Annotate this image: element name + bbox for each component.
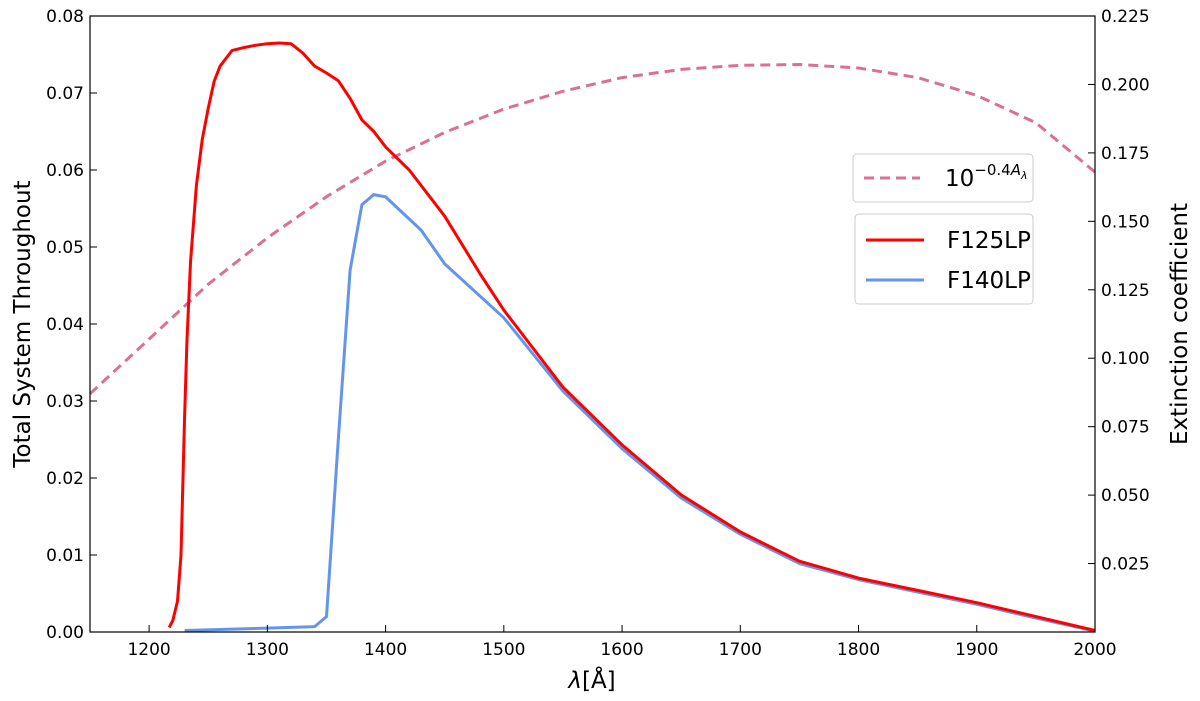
x-axis: 1200 1300 1400 1500 1600 1700 1800 1900 2000 <box>127 625 1117 660</box>
y-tick-label-left: 0.00 <box>46 623 84 643</box>
x-tick-label: 1600 <box>600 640 643 660</box>
y-tick-label-right: 0.150 <box>1101 212 1150 232</box>
legend-extinction-exp-sub: λ <box>1020 169 1028 182</box>
y-tick-label-right: 0.175 <box>1101 144 1150 164</box>
y-tick-label-right: 0.050 <box>1101 486 1150 506</box>
plot-frame <box>89 15 1096 633</box>
x-tick-label: 1500 <box>482 640 525 660</box>
y-tick-label-left: 0.06 <box>46 161 84 181</box>
y-axis-title-right: Extinction coefficient <box>1167 203 1193 445</box>
series-layer <box>88 41 1096 633</box>
series-line-f140lp <box>184 193 1096 633</box>
x-axis-title-unit: [Å] <box>582 666 616 694</box>
legend-extinction-exponent: −0.4 <box>974 161 1010 179</box>
legend-extinction-base: 10 <box>945 166 974 192</box>
y-tick-label-right: 0.125 <box>1101 281 1150 301</box>
x-tick-label: 1300 <box>246 640 289 660</box>
x-tick-label: 2000 <box>1073 640 1116 660</box>
x-axis-title-symbol: λ <box>566 668 582 694</box>
x-tick-label: 1700 <box>719 640 762 660</box>
y-tick-label-left: 0.01 <box>46 546 84 566</box>
x-tick-label: 1800 <box>837 640 880 660</box>
legend-extinction-label: 10−0.4Aλ <box>945 161 1028 192</box>
y-tick-label-left: 0.07 <box>46 84 84 104</box>
y-tick-label-left: 0.03 <box>46 392 84 412</box>
series-line-extinction <box>88 63 1096 395</box>
y-axis-right: 0.025 0.050 0.075 0.100 0.125 0.150 0.175 0.200… <box>1088 7 1150 575</box>
y-tick-label-left: 0.04 <box>46 315 84 335</box>
y-tick-label-left: 0.08 <box>46 7 84 27</box>
legend-f125lp-label: F125LP <box>947 228 1031 254</box>
series-line-f125lp <box>167 41 1096 632</box>
y-tick-label-left: 0.05 <box>46 238 84 258</box>
legend-f140lp-label: F140LP <box>947 268 1031 294</box>
legend-extinction: 10−0.4Aλ <box>852 153 1034 203</box>
y-tick-label-right: 0.100 <box>1101 349 1150 369</box>
y-tick-label-right: 0.075 <box>1101 418 1150 438</box>
legend-extinction-box <box>852 153 1034 203</box>
y-axis-left: 0.00 0.01 0.02 0.03 0.04 0.05 0.06 0.07 0.08 <box>46 7 97 643</box>
legend-extinction-exp-var: A <box>1010 161 1021 179</box>
y-tick-label-right: 0.200 <box>1101 75 1150 95</box>
x-axis-title: λ[Å] <box>566 666 615 694</box>
y-tick-label-right: 0.225 <box>1101 7 1150 27</box>
y-axis-title-left: Total System Throughout <box>10 180 36 468</box>
y-tick-label-right: 0.025 <box>1101 555 1150 575</box>
x-tick-label: 1400 <box>364 640 407 660</box>
y-tick-label-left: 0.02 <box>46 469 84 489</box>
x-tick-label: 1900 <box>955 640 998 660</box>
legend-filters: F125LP F140LP <box>854 213 1034 305</box>
x-tick-label: 1200 <box>127 640 170 660</box>
